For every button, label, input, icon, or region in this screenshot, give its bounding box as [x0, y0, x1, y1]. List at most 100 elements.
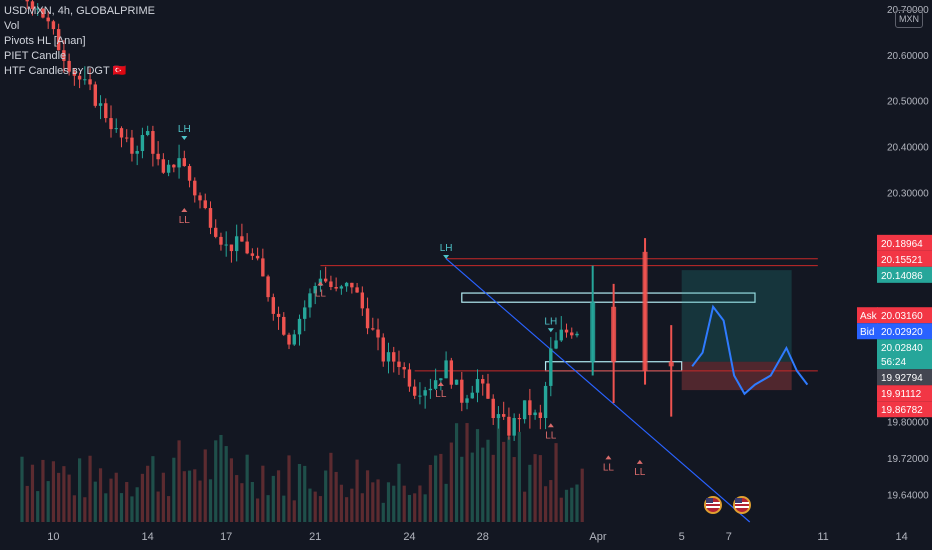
candle-body: [130, 137, 134, 154]
candle-body: [182, 158, 187, 167]
price-label: [877, 250, 932, 267]
volume-bar: [109, 478, 113, 522]
volume-bar: [250, 481, 254, 522]
candle-body: [177, 158, 181, 168]
candle-body: [41, 8, 45, 18]
volume-bar: [245, 454, 249, 522]
time-tick: 5: [679, 531, 685, 543]
candle-body: [88, 79, 92, 85]
currency-badge[interactable]: MXN: [895, 10, 923, 28]
volume-bar: [559, 497, 563, 522]
price-label-text: 19.92794: [881, 373, 923, 384]
event-icons[interactable]: [704, 496, 751, 514]
price-label: [877, 307, 932, 324]
candle-body: [30, 1, 35, 9]
time-tick: 11: [817, 531, 828, 543]
indicator-pivots[interactable]: Pivots HL [Anan]: [4, 35, 86, 47]
volume-bar: [214, 440, 218, 522]
indicator-piet[interactable]: PIET Candle: [4, 50, 67, 62]
price-label-text: 20.02840: [881, 343, 923, 354]
candle-body: [433, 380, 438, 389]
price-tick: 19.80000: [887, 417, 929, 428]
volume-bar: [329, 452, 333, 522]
volume-bar: [266, 495, 270, 522]
symbol-title[interactable]: USDMXN, 4h, GLOBALPRIME: [4, 5, 155, 17]
candle-body: [407, 369, 412, 387]
price-label-text: 19.86782: [881, 405, 923, 416]
zone-box: [461, 292, 756, 303]
candle-body: [491, 398, 495, 419]
volume-bar: [334, 471, 338, 522]
us-flag-icon[interactable]: [733, 496, 751, 514]
candle-body: [355, 287, 359, 293]
volume-bar: [41, 459, 45, 522]
volume-bar: [240, 483, 244, 522]
volume-bar: [475, 429, 480, 522]
candle-body: [371, 328, 375, 330]
volume-bar: [517, 431, 521, 522]
candle-body: [219, 236, 223, 245]
pivot-marker: [317, 281, 324, 286]
candle-body: [161, 159, 166, 173]
volume-bar: [235, 475, 239, 522]
candle-body: [25, 0, 29, 2]
pivot-label: LH: [178, 124, 191, 135]
candle-body: [46, 17, 50, 22]
candle-body: [418, 395, 422, 397]
htf-body: [611, 306, 617, 362]
volume-bar: [203, 449, 207, 522]
volume-bar: [292, 500, 296, 522]
us-flag-icon[interactable]: [704, 496, 722, 514]
indicator-vol[interactable]: Vol: [4, 20, 20, 32]
candle-body: [570, 332, 574, 336]
price-label: [877, 385, 932, 402]
candle-body: [465, 398, 469, 403]
candle-body: [392, 352, 396, 362]
pivot-label: LL: [603, 462, 615, 473]
price-axis[interactable]: 20.7000020.6000020.5000020.4000020.30000…: [857, 0, 932, 550]
volume-bar: [146, 465, 150, 522]
candle-body: [365, 308, 370, 329]
volume-bar: [36, 491, 40, 522]
candle-body: [308, 293, 312, 308]
volume-bar: [261, 465, 265, 522]
candle-body: [187, 166, 192, 181]
candle-body: [323, 278, 328, 282]
volume-bar: [57, 472, 61, 522]
price-label-text: 20.18964: [881, 239, 923, 250]
candle-body: [292, 334, 296, 345]
volume-bar: [51, 461, 56, 522]
indicator-htf[interactable]: HTF Candles ʙʏ DGT 🇹🇷: [4, 65, 127, 77]
volume-bar: [182, 471, 186, 522]
candle-body: [282, 316, 286, 335]
projection-line: [691, 304, 809, 396]
volume-bar: [98, 468, 103, 522]
time-tick: 24: [403, 531, 415, 543]
candle-body: [376, 329, 380, 338]
time-axis[interactable]: 10 14 17 21 24 28 Apr 5 7 11 14: [0, 523, 932, 550]
candle-body: [271, 297, 276, 314]
volume-bar: [224, 446, 228, 522]
price-label-text: 19.91112: [881, 389, 922, 400]
candle-body: [444, 360, 448, 379]
pivot-marker: [443, 255, 450, 259]
price-tag: [857, 307, 878, 324]
candle-body: [329, 281, 333, 288]
candle-body: [51, 21, 56, 30]
volume-bar: [434, 455, 438, 522]
candle-body: [93, 84, 97, 106]
volume-bar: [392, 485, 396, 522]
target-zone: [681, 270, 792, 362]
trend-line: [445, 258, 751, 523]
volume-bar: [172, 457, 176, 522]
candle-body: [402, 367, 406, 370]
candle-body: [297, 318, 302, 335]
pivot-marker: [547, 423, 554, 428]
volume-bar: [538, 455, 542, 522]
price-label: [877, 234, 932, 251]
volume-bar: [271, 475, 275, 522]
candle-body: [140, 134, 145, 152]
candle-body: [203, 200, 207, 209]
candle-body: [62, 50, 66, 61]
